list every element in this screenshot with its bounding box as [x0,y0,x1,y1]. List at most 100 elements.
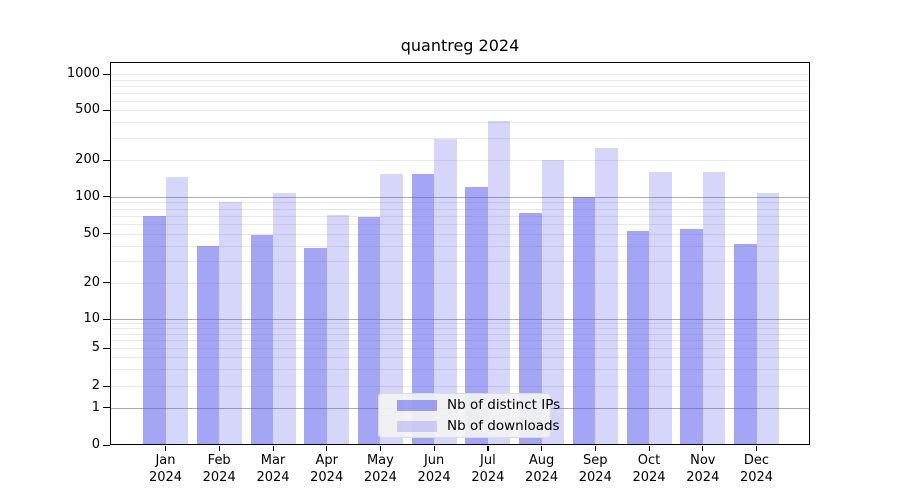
x-tick-label-jan: Jan 2024 [134,453,198,486]
y-tick-label: 2 [91,378,100,393]
bar-downloads-feb [219,202,242,445]
bar-downloads-sep [595,147,618,445]
bar-downloads-jul [487,120,511,445]
legend: Nb of distinct IPs Nb of downloads [378,393,560,438]
gridline-minor [110,79,810,81]
x-tick [272,446,274,451]
x-tick-label-oct: Oct 2024 [617,453,681,486]
gridline-minor [110,224,810,225]
x-tick [487,446,489,451]
year-label: 2024 [417,469,451,485]
month-label: Aug [528,453,555,468]
x-tick-label-may: May 2024 [348,453,412,486]
gridline-minor [110,85,810,87]
y-tick [103,444,110,446]
gridline-minor [110,357,810,359]
bar-downloads-jun [434,138,457,445]
x-tick [165,446,167,451]
year-label: 2024 [202,469,236,485]
gridline-minor [110,110,810,111]
month-label: Mar [260,453,286,468]
month-label: Jun [423,453,445,468]
x-tick [702,446,704,451]
bar-distinct-ips-oct [626,230,649,445]
gridline-minor [110,386,810,387]
year-label: 2024 [256,469,290,485]
x-tick [756,446,758,451]
month-label: Nov [690,453,716,468]
gridline-minor [110,323,810,325]
x-tick-label-feb: Feb 2024 [187,453,251,486]
y-tick-label: 1000 [66,66,100,81]
gridline-minor [110,74,810,75]
x-tick [218,446,220,451]
gridline-minor [110,160,810,161]
bar-distinct-ips-feb [196,245,220,445]
y-tick-label: 200 [75,152,100,167]
x-tick [379,446,382,451]
x-tick-label-jun: Jun 2024 [402,453,466,486]
bar-downloads-aug [541,160,565,445]
gridline-minor [110,328,810,330]
bar-distinct-ips-jan [143,215,166,445]
gridline-minor [110,340,810,342]
legend-item-distinct-ips: Nb of distinct IPs [397,397,560,413]
gridline-minor [110,233,810,235]
y-tick-label: 20 [83,274,100,290]
month-label: Sep [583,453,608,468]
y-tick [103,196,110,198]
gridline-minor [110,348,810,349]
month-label: Feb [207,453,231,468]
bar-distinct-ips-jun [411,173,435,445]
bar-distinct-ips-aug [519,212,542,445]
gridline-minor [110,122,810,124]
gridline-minor [110,208,810,210]
x-tick-label-dec: Dec 2024 [725,453,789,486]
bar-downloads-oct [649,171,672,445]
year-label: 2024 [632,469,666,485]
plot-area [110,62,810,445]
gridline-minor [110,369,810,371]
x-tick-label-apr: Apr 2024 [295,453,359,486]
gridline-minor [110,100,810,102]
y-tick [103,347,110,349]
y-tick-label: 10 [83,311,100,326]
x-tick [541,446,543,451]
bar-distinct-ips-dec [734,244,757,445]
year-label: 2024 [148,469,183,485]
y-tick [103,407,110,409]
gridline-minor [110,245,810,247]
bar-downloads-apr [326,215,350,445]
x-tick [594,446,596,451]
month-label: Jul [480,453,496,468]
bar-distinct-ips-nov [680,228,703,445]
legend-swatch-ips [397,399,437,411]
x-tick-label-aug: Aug 2024 [510,453,574,486]
y-tick [103,318,110,320]
year-label: 2024 [686,469,720,485]
gridline-minor [110,282,810,284]
x-tick [326,446,328,451]
bar-distinct-ips-sep [572,196,596,445]
year-label: 2024 [578,469,612,485]
x-tick-label-mar: Mar 2024 [241,453,305,486]
y-tick [103,282,110,284]
bar-downloads-dec [756,192,779,445]
bar-downloads-may [380,173,403,445]
gridline-major [110,319,810,320]
gridline-minor [110,261,810,262]
month-label: Oct [637,453,661,468]
legend-item-downloads: Nb of downloads [397,418,560,434]
month-label: May [366,453,394,468]
gridline-minor [110,92,810,94]
y-tick [103,109,110,111]
x-tick-label-jul: Jul 2024 [456,453,520,486]
y-tick-label: 1 [91,399,100,415]
y-tick [103,385,110,387]
y-tick-label: 500 [75,102,100,117]
bar-downloads-nov [702,171,726,445]
bar-distinct-ips-apr [304,248,327,445]
x-tick-label-nov: Nov 2024 [671,453,735,486]
y-tick [103,73,110,75]
